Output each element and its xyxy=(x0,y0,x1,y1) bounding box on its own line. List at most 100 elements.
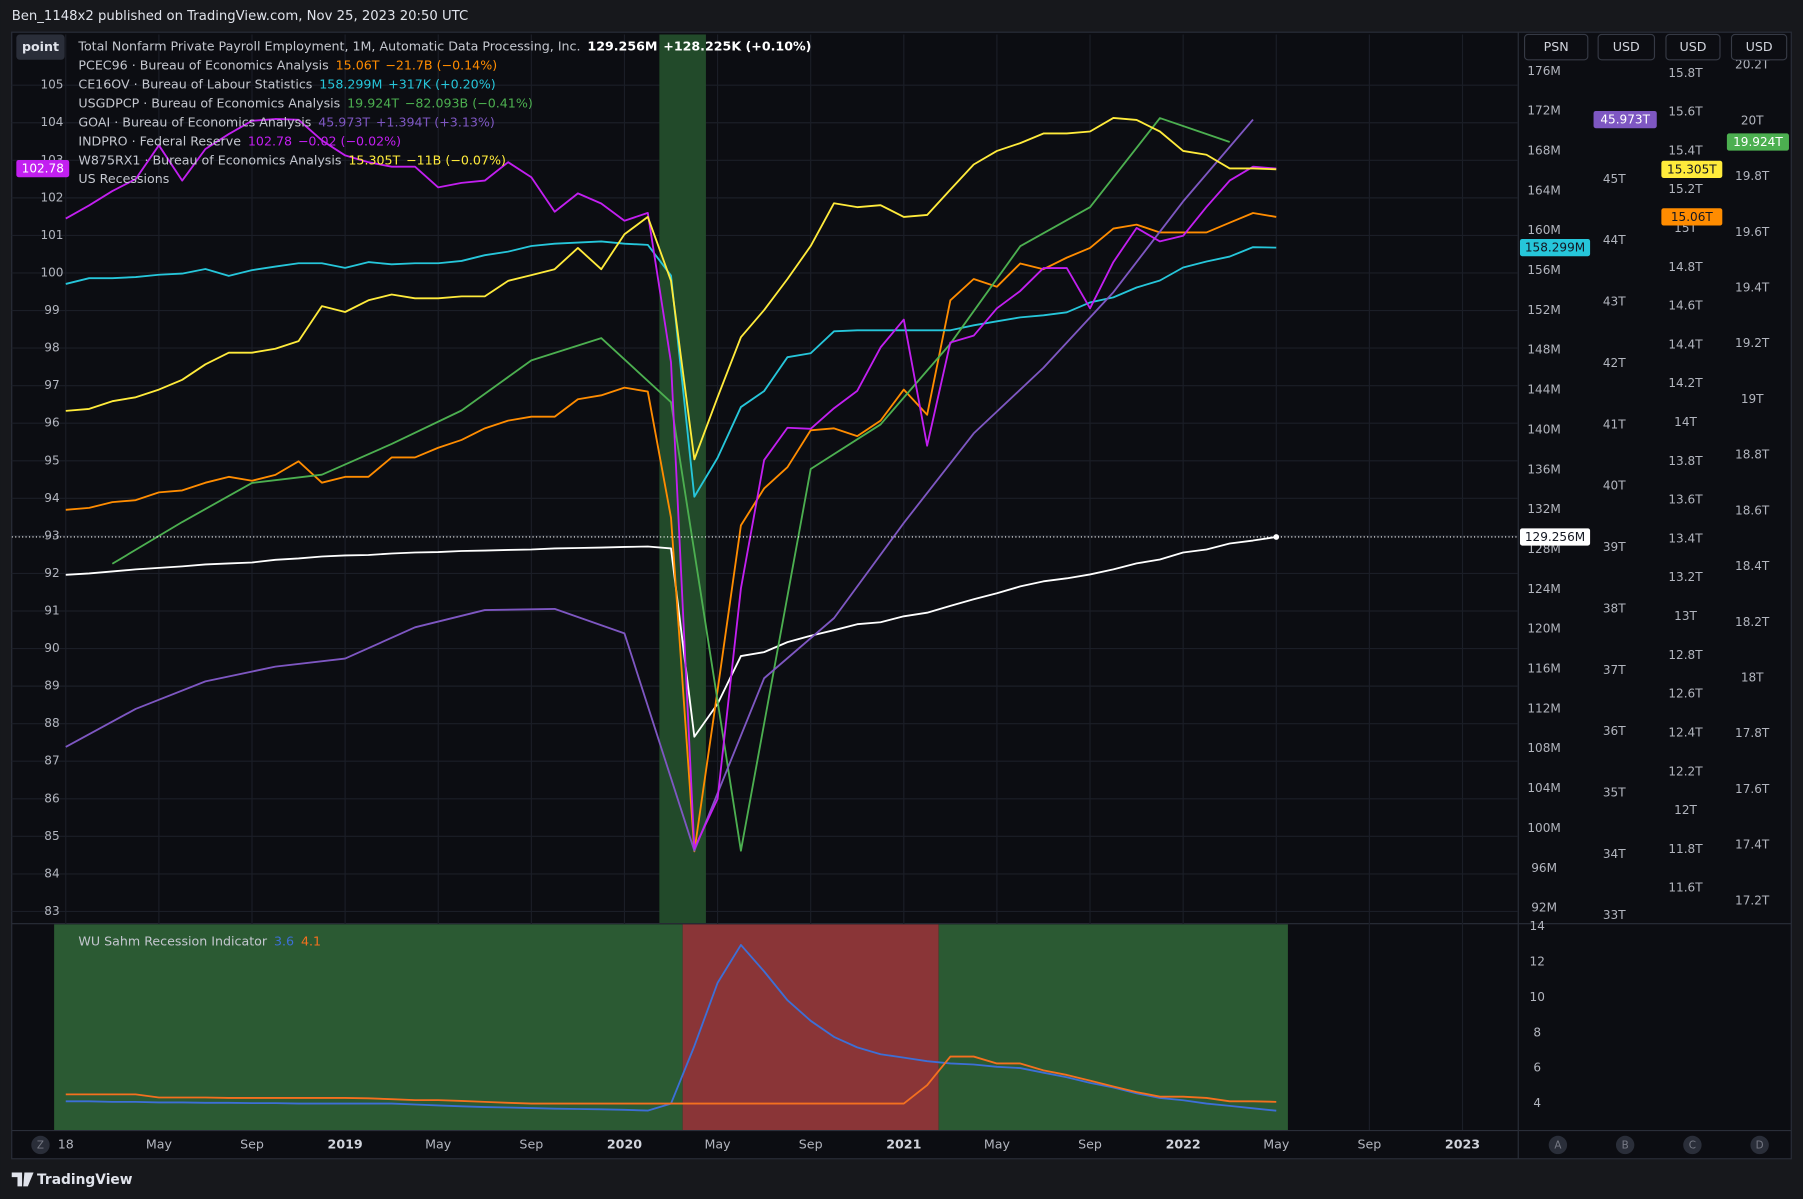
series-line xyxy=(65,118,1277,850)
y-tick-label: 108M xyxy=(1527,741,1560,755)
axis-button-label[interactable]: USD xyxy=(1746,39,1773,54)
y-tick-label: 164M xyxy=(1527,183,1560,197)
y-tick-label: 116M xyxy=(1527,662,1560,676)
y-tick-label: 14.2T xyxy=(1668,376,1703,390)
scale-button-label[interactable]: A xyxy=(1554,1140,1561,1152)
legend-entry: USGDPCP · Bureau of Economics Analysis 19… xyxy=(78,95,532,110)
y-tick-label: 100 xyxy=(40,265,63,279)
legend-change: +1.394T (+3.13%) xyxy=(376,114,495,129)
y-tick-label: 8 xyxy=(1533,1025,1541,1039)
y-tick-label: 40T xyxy=(1603,479,1626,493)
axis-button[interactable] xyxy=(1730,33,1788,61)
y-tick-label: 18.2T xyxy=(1735,615,1770,629)
scale-button-label[interactable]: D xyxy=(1756,1140,1764,1152)
legend-entry: CE16OV · Bureau of Labour Statistics 158.… xyxy=(78,76,495,91)
price-tag-label: 158.299M xyxy=(1525,241,1585,255)
legend-entry: GOAI · Bureau of Economics Analysis 45.97… xyxy=(78,114,494,129)
y-tick-label: 96M xyxy=(1531,861,1557,875)
axis-button-label[interactable]: USD xyxy=(1613,39,1640,54)
y-tick-label: 93 xyxy=(44,528,59,542)
y-tick-label: 35T xyxy=(1603,786,1626,800)
y-tick-label: 83 xyxy=(44,904,59,918)
x-tick-label: 2022 xyxy=(1166,1136,1201,1151)
y-tick-label: 19.4T xyxy=(1735,280,1770,294)
y-tick-label: 13.8T xyxy=(1668,454,1703,468)
x-tick-label: Sep xyxy=(519,1136,543,1151)
y-tick-label: 92M xyxy=(1531,901,1557,915)
scale-button-label[interactable]: B xyxy=(1622,1140,1629,1152)
legend-name: USGDPCP · Bureau of Economics Analysis xyxy=(78,95,340,110)
price-tag-label: 129.256M xyxy=(1525,530,1585,544)
brand-name: TradingView xyxy=(37,1172,133,1188)
y-tick-label: 41T xyxy=(1603,417,1626,431)
legend-last: 45.973T xyxy=(318,114,370,129)
mode-button-label[interactable]: point xyxy=(22,39,59,54)
series-line xyxy=(65,212,1277,853)
axis-button[interactable] xyxy=(1523,33,1589,61)
mode-button[interactable]: point xyxy=(16,34,65,60)
series-line xyxy=(65,240,1277,498)
x-tick-label: 2021 xyxy=(886,1136,921,1151)
y-tick-label: 14.8T xyxy=(1668,260,1703,274)
y-tick-label: 13.6T xyxy=(1668,493,1703,507)
shaded-region xyxy=(938,924,1288,1131)
price-tag xyxy=(1519,528,1591,546)
price-tag xyxy=(16,159,70,178)
price-tag-label: 15.06T xyxy=(1671,210,1714,224)
x-tick-label: May xyxy=(1263,1136,1290,1151)
x-tick-label: 18 xyxy=(58,1136,74,1151)
y-tick-label: 17.4T xyxy=(1735,838,1770,852)
scale-button[interactable] xyxy=(1683,1135,1702,1155)
y-tick-label: 89 xyxy=(44,679,59,693)
y-tick-label: 11.6T xyxy=(1668,881,1703,895)
y-tick-label: 42T xyxy=(1603,356,1626,370)
y-tick-label: 140M xyxy=(1527,422,1560,436)
legend-last: 158.299M xyxy=(319,76,382,91)
scale-button[interactable] xyxy=(1548,1135,1568,1155)
indicator-value: 3.6 xyxy=(274,933,294,948)
y-tick-label: 88 xyxy=(44,716,59,730)
y-tick-label: 152M xyxy=(1527,303,1560,317)
y-tick-label: 20T xyxy=(1741,113,1764,127)
zoom-button-bg[interactable] xyxy=(31,1135,50,1155)
y-tick-label: 136M xyxy=(1527,462,1560,476)
x-tick-label: May xyxy=(425,1136,452,1151)
y-tick-label: 17.8T xyxy=(1735,726,1770,740)
axis-button-label[interactable]: USD xyxy=(1679,39,1706,54)
legend-entry: INDPRO · Federal Reserve 102.78 −0.02 (−0.… xyxy=(78,133,401,148)
y-tick-label: 101 xyxy=(40,228,63,242)
zoom-button-label[interactable]: Z xyxy=(37,1140,44,1152)
x-tick-label: Sep xyxy=(240,1136,264,1151)
y-tick-label: 12 xyxy=(1530,954,1545,968)
y-tick-label: 124M xyxy=(1527,582,1560,596)
y-tick-label: 20.2T xyxy=(1735,58,1770,72)
legend-change: −11B (−0.07%) xyxy=(406,152,506,167)
scale-button-label[interactable]: C xyxy=(1689,1140,1696,1152)
y-tick-label: 15.2T xyxy=(1668,182,1703,196)
y-tick-label: 172M xyxy=(1527,104,1560,118)
zoom-button[interactable]: Z xyxy=(31,1135,50,1155)
y-tick-label: 19.2T xyxy=(1735,336,1770,350)
price-tag-label: 45.973T xyxy=(1600,113,1650,127)
legend-name: W875RX1 · Bureau of Economics Analysis xyxy=(78,152,341,167)
y-tick-label: 14 xyxy=(1530,919,1545,933)
y-tick-label: 43T xyxy=(1603,295,1626,309)
y-tick-label: 13T xyxy=(1674,609,1697,623)
axis-button[interactable] xyxy=(1665,33,1721,61)
mode-button-bg[interactable] xyxy=(16,34,65,60)
scale-button[interactable] xyxy=(1615,1135,1635,1155)
legend-change: −0.02 (−0.02%) xyxy=(298,133,401,148)
scale-button[interactable] xyxy=(1750,1135,1769,1155)
y-tick-label: 98 xyxy=(44,341,59,355)
y-tick-label: 14.6T xyxy=(1668,299,1703,313)
axis-button[interactable] xyxy=(1597,33,1656,61)
y-tick-label: 6 xyxy=(1533,1061,1541,1075)
brand: TradingView xyxy=(11,1172,133,1188)
y-tick-label: 132M xyxy=(1527,502,1560,516)
axis-button-label[interactable]: PSN xyxy=(1544,39,1569,54)
y-tick-label: 34T xyxy=(1603,847,1626,861)
y-tick-label: 160M xyxy=(1527,223,1560,237)
series-line xyxy=(111,117,1230,852)
y-tick-label: 120M xyxy=(1527,622,1560,636)
price-tag-label: 102.78 xyxy=(22,162,64,176)
